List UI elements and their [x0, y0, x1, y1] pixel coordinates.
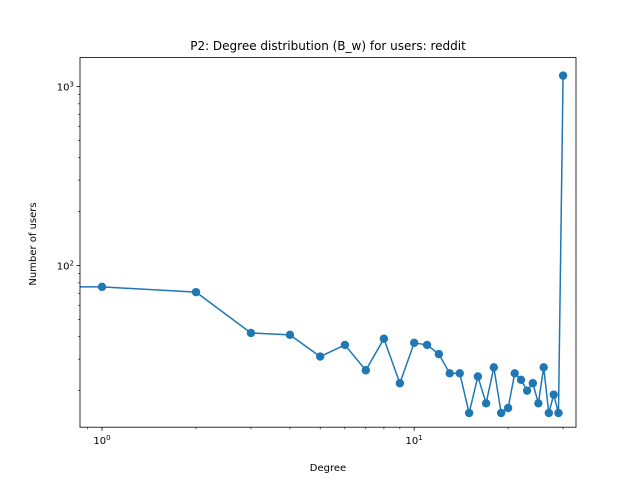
chart-title: P2: Degree distribution (B_w) for users:… [190, 39, 466, 53]
data-point [496, 408, 506, 418]
data-point [558, 71, 568, 80]
data-point [97, 282, 107, 292]
data-point [544, 408, 553, 418]
data-point [481, 399, 491, 408]
data-point [361, 366, 371, 375]
data-point [191, 287, 201, 297]
data-point [340, 340, 350, 350]
data-point [489, 363, 499, 372]
y-tick-base: 10 [57, 82, 70, 93]
data-point [539, 363, 548, 372]
y-tick-label: 103 [57, 80, 74, 93]
y-tick-exponent: 3 [70, 80, 74, 88]
data-point [503, 403, 513, 413]
y-tick-label: 102 [57, 260, 74, 273]
data-point [510, 369, 519, 378]
data-point [395, 379, 405, 388]
x-tick-base: 10 [93, 436, 106, 447]
data-point [528, 379, 538, 388]
data-point [434, 349, 444, 359]
data-point [445, 369, 454, 378]
data-point [246, 328, 256, 338]
y-axis-label: Number of users [28, 202, 39, 285]
data-point [455, 369, 464, 378]
axes-frame [79, 57, 577, 428]
y-tick-base: 10 [57, 262, 70, 273]
data-point [316, 352, 325, 361]
data-point [516, 375, 526, 384]
data-point [554, 408, 563, 418]
data-point [549, 390, 558, 399]
data-point [422, 340, 432, 350]
data-point [379, 334, 389, 343]
data-point [522, 386, 532, 395]
x-tick-exponent: 1 [418, 434, 422, 442]
data-point [464, 408, 474, 418]
data-point [534, 399, 543, 408]
y-tick-exponent: 2 [70, 260, 74, 268]
data-point [409, 338, 419, 348]
x-tick-label: 100 [93, 434, 110, 447]
x-axis-label: Degree [310, 463, 346, 474]
data-point [473, 372, 483, 381]
x-tick-base: 10 [406, 436, 419, 447]
data-point [285, 330, 295, 340]
x-tick-exponent: 0 [106, 434, 110, 442]
x-tick-label: 101 [406, 434, 423, 447]
